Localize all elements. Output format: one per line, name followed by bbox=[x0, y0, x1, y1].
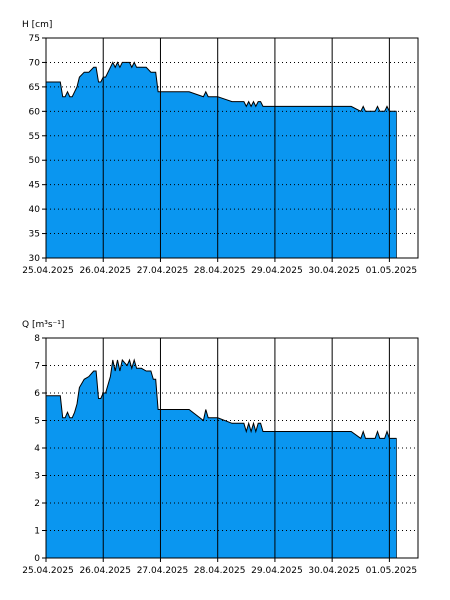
water-level-chart: 30 35 40 45 50 55 60 65 70 75 25.04.2025 26.04.2025… bbox=[22, 20, 419, 276]
x-tick-label: 28.04.2025 bbox=[194, 266, 246, 276]
y-tick-label: 60 bbox=[29, 107, 41, 117]
y-axis-title: H [cm] bbox=[22, 20, 52, 30]
y-tick-label: 45 bbox=[29, 181, 40, 191]
x-tick-label: 01.05.2025 bbox=[366, 566, 418, 576]
y-tick-label: 5 bbox=[34, 417, 40, 427]
y-tick-label: 6 bbox=[34, 389, 40, 399]
discharge-chart: 0 1 2 3 4 5 6 7 8 25.04.2025 26.04.2025 27.04.2025 2… bbox=[22, 320, 419, 576]
x-tick-label: 30.04.2025 bbox=[308, 266, 360, 276]
x-tick-label: 27.04.2025 bbox=[137, 566, 189, 576]
series-line bbox=[46, 61, 397, 112]
y-tick-label: 0 bbox=[34, 554, 40, 564]
y-tick-label: 3 bbox=[34, 472, 40, 482]
x-tick-label: 28.04.2025 bbox=[194, 566, 246, 576]
x-tick-label: 25.04.2025 bbox=[22, 566, 74, 576]
y-tick-label: 70 bbox=[29, 58, 41, 68]
y-tick-label: 4 bbox=[34, 444, 40, 454]
x-tick-label: 26.04.2025 bbox=[79, 266, 131, 276]
x-tick-label: 01.05.2025 bbox=[366, 266, 418, 276]
y-axis-title: Q [m³s⁻¹] bbox=[22, 320, 64, 330]
x-tick-label: 29.04.2025 bbox=[251, 266, 303, 276]
y-tick-label: 8 bbox=[34, 334, 40, 344]
plot-frame bbox=[45, 337, 419, 559]
y-tick-label: 50 bbox=[29, 156, 41, 166]
x-tick-label: 30.04.2025 bbox=[308, 566, 360, 576]
area-fill bbox=[46, 62, 397, 259]
y-tick-label: 7 bbox=[34, 362, 40, 372]
x-tick-label: 29.04.2025 bbox=[251, 566, 303, 576]
y-tick-label: 30 bbox=[29, 254, 41, 264]
plot-frame bbox=[45, 37, 419, 259]
y-tick-label: 1 bbox=[34, 527, 40, 537]
y-tick-label: 55 bbox=[29, 132, 40, 142]
y-tick-label: 35 bbox=[29, 230, 40, 240]
series-line bbox=[46, 358, 397, 440]
x-tick-label: 26.04.2025 bbox=[79, 566, 131, 576]
y-tick-label: 65 bbox=[29, 83, 40, 93]
x-tick-label: 27.04.2025 bbox=[137, 266, 189, 276]
area-fill bbox=[46, 360, 397, 558]
x-tick-label: 25.04.2025 bbox=[22, 266, 74, 276]
y-tick-label: 75 bbox=[29, 34, 40, 44]
y-tick-label: 2 bbox=[34, 499, 40, 509]
y-tick-label: 40 bbox=[29, 205, 41, 215]
